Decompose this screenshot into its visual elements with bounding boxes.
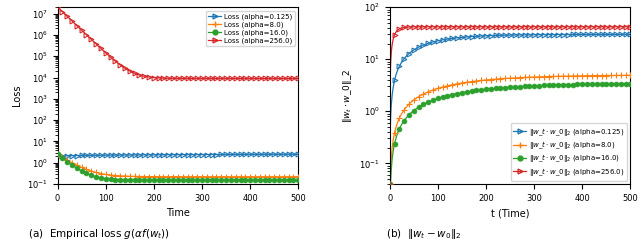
X-axis label: Time: Time (166, 208, 190, 218)
Text: (b)  $\|w_t - w_0\|_2$: (b) $\|w_t - w_0\|_2$ (386, 227, 461, 239)
Y-axis label: Loss: Loss (12, 85, 22, 106)
X-axis label: t (Time): t (Time) (491, 208, 529, 218)
Y-axis label: $\|w_t \cdot w\_0\|\_2$: $\|w_t \cdot w\_0\|\_2$ (340, 68, 354, 123)
Text: (a)  Empirical loss $g(\alpha f(w_t))$: (a) Empirical loss $g(\alpha f(w_t))$ (28, 227, 170, 239)
Legend: $\|w\_t \cdot w\_0\|_2$ (alpha=0.125), $\|w\_t \cdot w\_0\|_2$ (alpha=8.0), $\|w: $\|w\_t \cdot w\_0\|_2$ (alpha=0.125), $… (511, 123, 627, 180)
Legend: Loss (alpha=0.125), Loss (alpha=8.0), Loss (alpha=16.0), Loss (alpha=256.0): Loss (alpha=0.125), Loss (alpha=8.0), Lo… (205, 11, 295, 46)
